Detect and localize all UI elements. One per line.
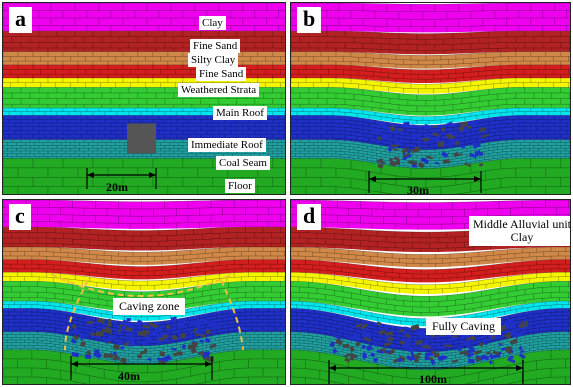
caving-zone-label: Caving zone [113,298,185,315]
dimension-label-c: 40m [118,369,140,384]
caving-zone-outline [3,200,286,385]
dimension-arrow-b [291,3,571,195]
dimension-label-b: 30m [407,183,429,195]
panel-d: d Middle Alluvial unit Clay Fully Caving… [290,199,571,385]
panel-a: a Clay Fine Sand Silty Clay Fine Sand We… [2,2,286,195]
panel-c: c Caving zone 40m [2,199,286,385]
dimension-label-a: 20m [106,180,128,195]
dimension-label-d: 100m [419,372,447,385]
panel-b: b 30m [290,2,571,195]
dimension-arrow-a [3,3,286,195]
dimension-arrow-d [291,200,571,385]
